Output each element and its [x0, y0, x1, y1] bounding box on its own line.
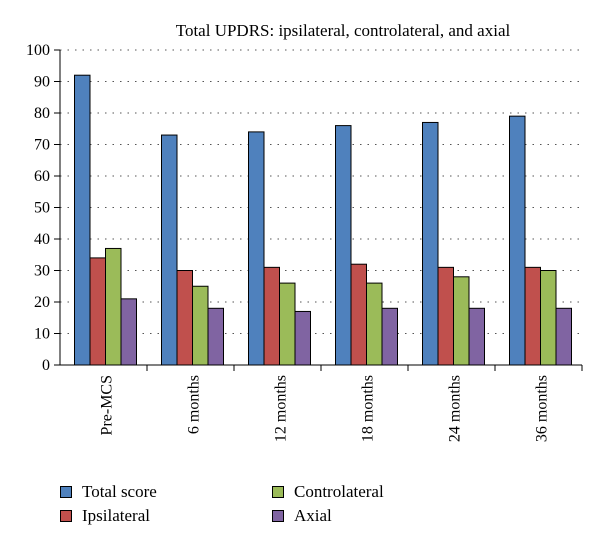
- legend-swatch-total-score: [60, 486, 72, 498]
- x-tick-label: 18 months: [360, 375, 377, 442]
- gridlines: [60, 49, 582, 334]
- legend-label-ipsilateral: Ipsilateral: [82, 506, 150, 525]
- y-axis: 0 10 20 30 40 50 60 70 80 90 100: [26, 42, 61, 374]
- bar-controlateral: [453, 276, 470, 366]
- x-axis: Pre-MCS 6 months 12 months 18 months 24 mont…: [60, 364, 583, 442]
- legend-item-total-score: Total score: [60, 482, 157, 502]
- bar-controlateral: [105, 247, 122, 366]
- bars: [74, 74, 572, 366]
- legend: Total score Ipsilateral Controlateral Ax…: [60, 476, 480, 536]
- y-tick-label: 40: [34, 231, 50, 248]
- bar-total-score: [422, 121, 439, 366]
- bar-ipsilateral: [176, 270, 193, 366]
- bar-ipsilateral: [263, 266, 280, 366]
- bar-total-score: [248, 131, 265, 366]
- legend-label-axial: Axial: [294, 506, 332, 525]
- chart-title: Total UPDRS: ipsilateral, controlateral,…: [176, 21, 511, 40]
- bar-total-score: [74, 74, 91, 366]
- bar-ipsilateral: [350, 263, 367, 366]
- x-tick-label: 24 months: [447, 375, 464, 442]
- x-tick-label: 6 months: [186, 375, 203, 434]
- y-tick-label: 80: [34, 105, 50, 122]
- bar-axial: [468, 307, 485, 366]
- legend-item-axial: Axial: [272, 506, 332, 526]
- legend-swatch-axial: [272, 510, 284, 522]
- bar-controlateral: [192, 285, 209, 366]
- bar-total-score: [509, 115, 526, 366]
- bar-ipsilateral: [89, 257, 106, 366]
- y-tick-label: 100: [26, 42, 50, 59]
- y-tick-label: 50: [34, 200, 50, 217]
- bar-chart: Total UPDRS: ipsilateral, controlateral,…: [26, 21, 583, 442]
- x-tick-label: 12 months: [273, 375, 290, 442]
- bar-axial: [294, 310, 311, 366]
- x-tick-label: Pre-MCS: [99, 375, 116, 435]
- y-tick-label: 90: [34, 74, 50, 91]
- bar-ipsilateral: [524, 266, 541, 366]
- y-tick-label: 30: [34, 263, 50, 280]
- bar-total-score: [335, 125, 352, 366]
- bar-total-score: [161, 134, 178, 366]
- legend-swatch-ipsilateral: [60, 510, 72, 522]
- y-tick-label: 20: [34, 294, 50, 311]
- x-tick-label: 36 months: [534, 375, 551, 442]
- y-tick-label: 0: [42, 357, 50, 374]
- bar-axial: [207, 307, 224, 366]
- y-tick-label: 10: [34, 326, 50, 343]
- y-tick-label: 60: [34, 168, 50, 185]
- bar-ipsilateral: [437, 266, 454, 366]
- legend-label-controlateral: Controlateral: [294, 482, 384, 501]
- y-tick-label: 70: [34, 137, 50, 154]
- legend-item-controlateral: Controlateral: [272, 482, 384, 502]
- bar-controlateral: [540, 270, 557, 366]
- bar-axial: [120, 298, 137, 366]
- legend-item-ipsilateral: Ipsilateral: [60, 506, 150, 526]
- bar-controlateral: [279, 282, 296, 366]
- legend-label-total-score: Total score: [82, 482, 157, 501]
- bar-axial: [555, 307, 572, 366]
- legend-swatch-controlateral: [272, 486, 284, 498]
- bar-controlateral: [366, 282, 383, 366]
- bar-axial: [381, 307, 398, 366]
